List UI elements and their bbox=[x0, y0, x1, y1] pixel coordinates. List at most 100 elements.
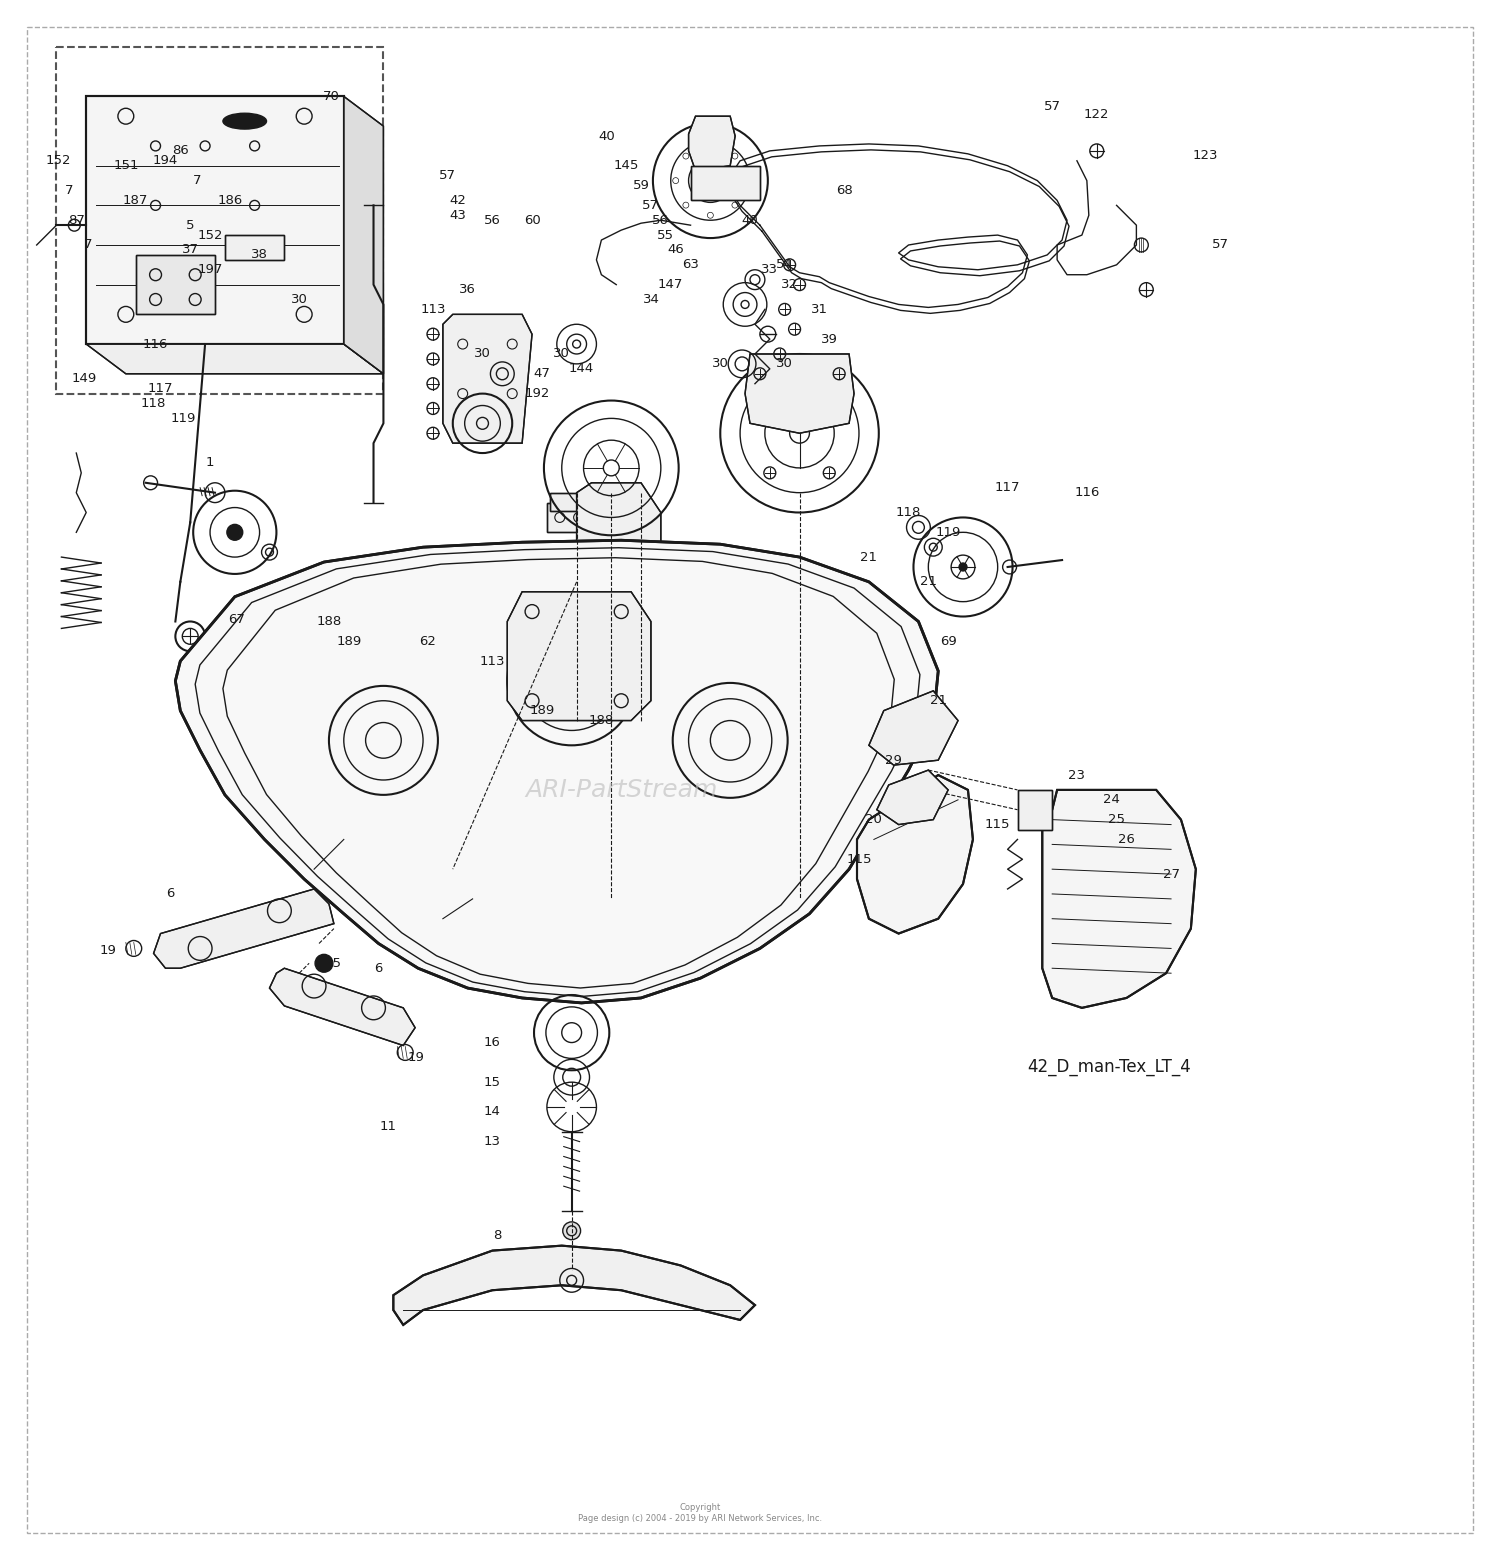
Text: 86: 86 bbox=[172, 145, 189, 158]
Text: 117: 117 bbox=[994, 480, 1020, 495]
Text: 63: 63 bbox=[682, 259, 699, 271]
Text: 39: 39 bbox=[821, 332, 837, 346]
Text: 15: 15 bbox=[484, 1076, 501, 1089]
Text: 188: 188 bbox=[316, 615, 342, 629]
Text: 194: 194 bbox=[153, 154, 178, 167]
Text: 38: 38 bbox=[251, 248, 268, 262]
Text: 123: 123 bbox=[1192, 150, 1218, 162]
Text: 57: 57 bbox=[1212, 239, 1228, 251]
Polygon shape bbox=[442, 315, 532, 443]
Text: 117: 117 bbox=[148, 382, 174, 395]
Text: 59: 59 bbox=[633, 179, 650, 192]
Text: 34: 34 bbox=[642, 293, 660, 306]
Text: 70: 70 bbox=[322, 90, 339, 103]
Text: 149: 149 bbox=[72, 373, 98, 385]
Text: 119: 119 bbox=[936, 526, 962, 538]
Text: 13: 13 bbox=[484, 1136, 501, 1148]
Text: 69: 69 bbox=[940, 635, 957, 647]
Text: 21: 21 bbox=[930, 694, 946, 707]
Text: 147: 147 bbox=[658, 278, 684, 292]
Text: 30: 30 bbox=[291, 293, 308, 306]
Circle shape bbox=[315, 955, 333, 972]
Text: 118: 118 bbox=[141, 396, 166, 410]
Text: 68: 68 bbox=[836, 184, 852, 197]
Text: 19: 19 bbox=[408, 1051, 424, 1064]
Text: 33: 33 bbox=[762, 264, 778, 276]
Text: 20: 20 bbox=[865, 813, 882, 827]
Text: 40: 40 bbox=[741, 214, 759, 226]
Text: 119: 119 bbox=[171, 412, 196, 424]
Text: 30: 30 bbox=[474, 348, 490, 360]
Polygon shape bbox=[878, 771, 948, 825]
Text: 19: 19 bbox=[99, 944, 117, 956]
Text: 152: 152 bbox=[45, 154, 70, 167]
Text: 26: 26 bbox=[1118, 833, 1136, 846]
Polygon shape bbox=[270, 969, 416, 1045]
Text: 144: 144 bbox=[568, 362, 594, 376]
Text: 42_D_man-Tex_LT_4: 42_D_man-Tex_LT_4 bbox=[1028, 1058, 1191, 1076]
Text: 116: 116 bbox=[1074, 487, 1100, 499]
Text: 188: 188 bbox=[590, 714, 613, 727]
Text: 40: 40 bbox=[598, 129, 615, 142]
Text: 30: 30 bbox=[776, 357, 794, 370]
Text: 1: 1 bbox=[206, 457, 214, 470]
Text: 36: 36 bbox=[459, 282, 476, 296]
Text: 187: 187 bbox=[123, 193, 148, 207]
Text: 30: 30 bbox=[554, 348, 570, 360]
Text: 113: 113 bbox=[420, 303, 446, 315]
Text: 115: 115 bbox=[846, 853, 871, 866]
Polygon shape bbox=[550, 493, 586, 510]
Text: 46: 46 bbox=[668, 243, 684, 256]
Text: 67: 67 bbox=[228, 613, 244, 626]
Polygon shape bbox=[688, 115, 735, 170]
Polygon shape bbox=[1017, 789, 1052, 830]
Text: 186: 186 bbox=[217, 193, 243, 207]
Text: 31: 31 bbox=[812, 303, 828, 315]
Text: 30: 30 bbox=[712, 357, 729, 370]
Polygon shape bbox=[344, 97, 384, 374]
Text: 197: 197 bbox=[198, 264, 222, 276]
Circle shape bbox=[958, 563, 968, 571]
Text: 8: 8 bbox=[494, 1229, 501, 1242]
Polygon shape bbox=[548, 502, 591, 532]
Text: 57: 57 bbox=[440, 168, 456, 183]
Polygon shape bbox=[868, 691, 958, 764]
Ellipse shape bbox=[224, 114, 267, 129]
Text: 25: 25 bbox=[1108, 813, 1125, 827]
Text: 62: 62 bbox=[420, 635, 436, 647]
Text: 27: 27 bbox=[1162, 867, 1179, 881]
Polygon shape bbox=[135, 254, 214, 315]
Text: Copyright
Page design (c) 2004 - 2019 by ARI Network Services, Inc.: Copyright Page design (c) 2004 - 2019 by… bbox=[579, 1504, 822, 1523]
Polygon shape bbox=[507, 591, 651, 721]
Polygon shape bbox=[690, 165, 760, 200]
Text: 29: 29 bbox=[885, 753, 902, 766]
Text: 56: 56 bbox=[652, 214, 669, 226]
Text: 16: 16 bbox=[484, 1036, 501, 1048]
Polygon shape bbox=[1042, 789, 1196, 1008]
Text: 43: 43 bbox=[450, 209, 466, 222]
Text: 32: 32 bbox=[782, 278, 798, 292]
Text: 37: 37 bbox=[182, 243, 198, 256]
Text: 6: 6 bbox=[375, 963, 382, 975]
Text: 122: 122 bbox=[1084, 108, 1110, 120]
Text: 21: 21 bbox=[861, 551, 877, 563]
Text: 14: 14 bbox=[484, 1106, 501, 1119]
Text: 151: 151 bbox=[112, 159, 138, 172]
Polygon shape bbox=[393, 1245, 754, 1324]
Text: 5: 5 bbox=[186, 218, 195, 232]
Text: 24: 24 bbox=[1102, 794, 1120, 807]
Text: 7: 7 bbox=[84, 239, 93, 251]
Text: 57: 57 bbox=[1044, 100, 1060, 112]
Text: 189: 189 bbox=[336, 635, 362, 647]
Text: 23: 23 bbox=[1068, 769, 1086, 782]
Text: 57: 57 bbox=[642, 198, 660, 212]
Polygon shape bbox=[576, 482, 662, 562]
Text: 152: 152 bbox=[198, 229, 223, 242]
Text: 192: 192 bbox=[525, 387, 549, 399]
Polygon shape bbox=[176, 540, 938, 1003]
Text: 55: 55 bbox=[657, 229, 675, 242]
Text: 60: 60 bbox=[524, 214, 540, 226]
Circle shape bbox=[226, 524, 243, 540]
Text: 54: 54 bbox=[776, 259, 794, 271]
Text: 118: 118 bbox=[896, 505, 921, 519]
